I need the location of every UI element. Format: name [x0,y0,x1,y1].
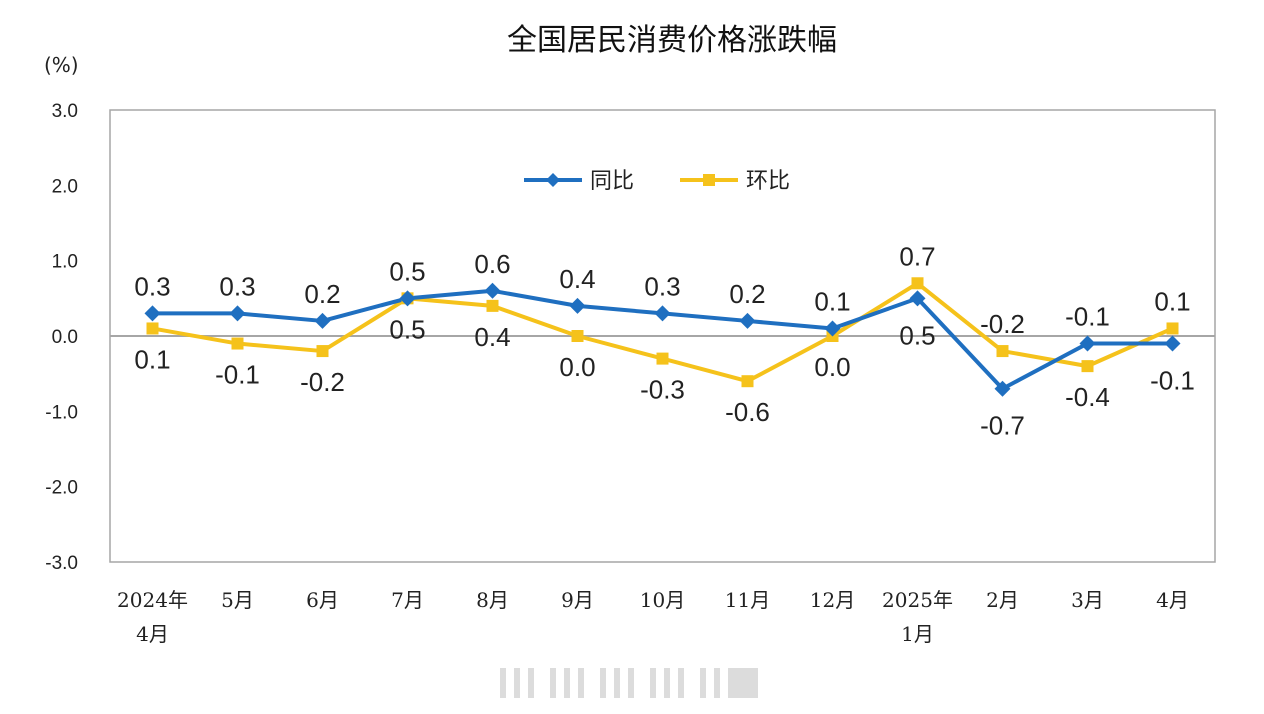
data-label-mom: 0.0 [814,352,850,382]
data-point-mom [741,375,754,388]
data-point-yoy [1079,335,1096,352]
data-point-mom [231,337,244,350]
x-tick-label: 11月 [725,588,770,612]
data-label-mom: 0.0 [559,352,595,382]
data-label-mom: 0.5 [389,314,425,344]
data-point-yoy [739,312,756,329]
data-label-yoy: 0.4 [559,264,595,294]
data-label-yoy: 0.3 [134,271,170,301]
y-tick-label: 3.0 [52,101,78,122]
data-point-mom [656,352,669,365]
data-point-yoy [824,320,841,337]
x-tick-label: 8月 [476,588,509,612]
data-label-yoy: -0.1 [1065,302,1110,332]
data-label-mom: -0.2 [300,367,345,397]
data-label-mom: 0.7 [899,241,935,271]
y-tick-label: 0.0 [52,327,78,348]
x-tick-label: 1月 [901,622,934,646]
data-point-yoy [909,290,926,307]
y-axis-unit-label: (%) [44,53,79,77]
data-label-yoy: 0.6 [474,249,510,279]
data-point-yoy [994,380,1011,397]
data-point-mom [996,345,1009,358]
data-label-mom: -0.4 [1065,382,1110,412]
y-tick-label: -3.0 [45,553,78,574]
x-tick-label: 2025年 [882,588,953,612]
y-tick-label: -1.0 [45,402,78,423]
x-tick-label: 10月 [640,588,685,612]
x-tick-label: 2024年 [117,588,188,612]
data-point-yoy [1164,335,1181,352]
data-label-mom: -0.3 [640,375,685,405]
data-point-yoy [569,297,586,314]
legend: 同比 环比 [524,169,790,194]
data-point-mom [571,330,584,342]
data-point-mom [911,277,924,290]
data-label-mom: -0.2 [980,309,1025,339]
x-tick-label: 2月 [986,588,1019,612]
data-labels: 0.3 0.1 0.3 -0.1 0.2 -0.2 0.5 0.5 0.6 0.4 0.4 0.0 0.… [134,241,1194,440]
data-label-mom: 0.4 [474,322,510,352]
data-point-mom [146,322,159,335]
x-tick-label: 3月 [1071,588,1104,612]
data-point-mom [1081,360,1094,373]
data-point-mom [316,345,329,358]
x-tick-label: 4月 [136,622,169,646]
data-label-mom: 0.1 [134,344,170,374]
y-tick-label: 2.0 [52,176,78,197]
data-point-yoy [144,305,161,322]
y-tick-label: 1.0 [52,252,78,273]
y-axis-ticks: 3.0 2.0 1.0 0.0 -1.0 -2.0 -3.0 [45,101,78,574]
legend-marker-mom [703,174,715,186]
legend-label-yoy: 同比 [590,169,634,194]
series-markers [144,277,1181,397]
x-tick-label: 12月 [810,588,855,612]
legend-label-mom: 环比 [746,169,790,194]
y-tick-label: -2.0 [45,478,78,499]
data-label-yoy: 0.5 [389,256,425,286]
x-tick-label: 7月 [391,588,424,612]
data-label-yoy: 0.2 [304,279,340,309]
legend-marker-yoy [546,173,560,187]
data-label-mom: 0.1 [1154,286,1190,316]
x-tick-label: 5月 [221,588,254,612]
data-point-mom [486,299,499,312]
data-label-yoy: 0.2 [729,279,765,309]
data-label-yoy: 0.3 [219,271,255,301]
data-label-yoy: -0.7 [980,411,1025,441]
data-point-yoy [399,290,416,307]
x-tick-label: 4月 [1156,588,1189,612]
data-point-mom [1166,322,1179,335]
data-label-mom: -0.6 [725,397,770,427]
x-tick-label: 9月 [561,588,594,612]
data-label-yoy: 0.5 [899,320,935,350]
x-axis-ticks: 2024年 4月 5月 6月 7月 8月 9月 10月 11月 12月 2025年 1月 2月 3月 4月 [117,588,1189,646]
data-label-yoy: 0.1 [814,286,850,316]
x-tick-label: 6月 [306,588,339,612]
data-label-yoy: 0.3 [644,271,680,301]
data-point-yoy [484,282,501,299]
data-label-mom: -0.1 [215,360,260,390]
data-label-yoy: -0.1 [1150,366,1195,396]
data-point-yoy [654,305,671,322]
chart-title: 全国居民消费价格涨跌幅 [507,23,837,58]
data-point-yoy [314,312,331,329]
watermark-bars [500,668,758,698]
data-point-yoy [229,305,246,322]
